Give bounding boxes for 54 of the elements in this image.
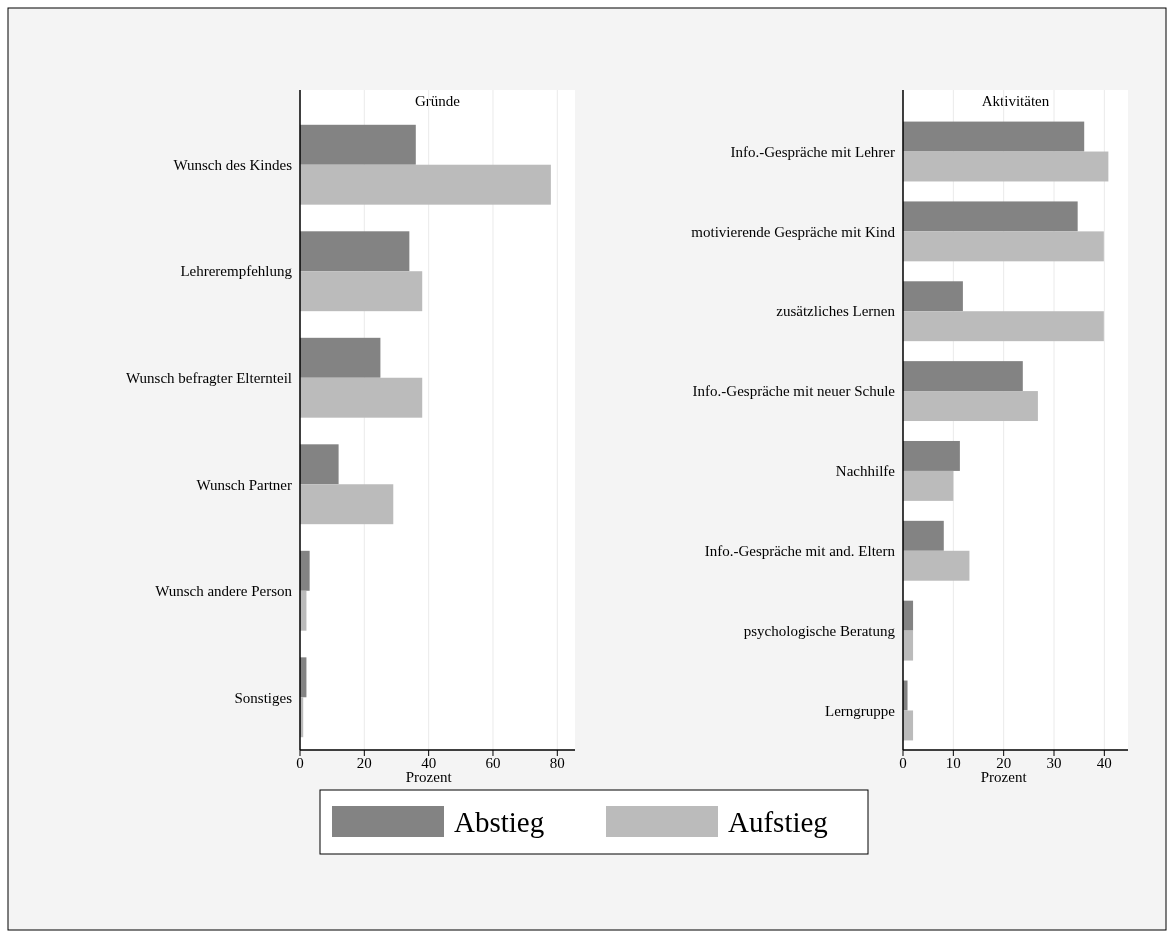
bar bbox=[903, 710, 914, 741]
bar bbox=[903, 391, 1038, 422]
bar bbox=[903, 121, 1085, 152]
y-tick-label: Wunsch des Kindes bbox=[173, 156, 293, 173]
bar bbox=[903, 630, 914, 661]
y-tick-label: Info.-Gespräche mit neuer Schule bbox=[692, 383, 896, 400]
y-tick-label: Info.-Gespräche mit and. Eltern bbox=[704, 543, 896, 560]
x-tick-label: 10 bbox=[945, 755, 961, 771]
x-tick-label: 20 bbox=[356, 755, 372, 771]
y-tick-label: Wunsch andere Person bbox=[155, 583, 293, 600]
bar bbox=[300, 444, 339, 485]
y-tick-label: Info.-Gespräche mit Lehrer bbox=[730, 143, 895, 160]
x-axis-title: Prozent bbox=[980, 769, 1028, 785]
y-tick-label: Sonstiges bbox=[234, 689, 293, 706]
y-tick-label: Lehrerempfehlung bbox=[180, 263, 293, 280]
bar bbox=[300, 337, 381, 378]
bar bbox=[300, 164, 551, 205]
x-tick-label: 40 bbox=[421, 755, 437, 771]
x-tick-label: 40 bbox=[1096, 755, 1112, 771]
x-tick-label: 30 bbox=[1046, 755, 1062, 771]
chart-title: Gründe bbox=[415, 93, 461, 109]
bar bbox=[903, 440, 960, 471]
bar bbox=[300, 377, 423, 418]
x-tick-label: 80 bbox=[549, 755, 565, 771]
x-tick-label: 0 bbox=[296, 755, 304, 771]
bar bbox=[903, 600, 914, 631]
bar bbox=[300, 124, 416, 165]
x-tick-label: 20 bbox=[996, 755, 1012, 771]
bar bbox=[903, 231, 1104, 262]
bar bbox=[903, 470, 954, 501]
x-axis-title: Prozent bbox=[405, 769, 453, 785]
y-tick-label: Nachhilfe bbox=[835, 463, 896, 480]
bar bbox=[300, 484, 394, 525]
bar bbox=[300, 231, 410, 272]
bar bbox=[903, 550, 970, 581]
bar bbox=[903, 201, 1078, 232]
bar bbox=[300, 271, 423, 312]
y-tick-label: Lerngruppe bbox=[825, 702, 896, 719]
bar bbox=[903, 520, 944, 551]
y-tick-label: motivierende Gespräche mit Kind bbox=[691, 223, 896, 240]
bar bbox=[300, 550, 310, 591]
chart-title: Aktivitäten bbox=[981, 93, 1050, 109]
bar bbox=[903, 281, 963, 312]
bar bbox=[903, 361, 1023, 392]
bar bbox=[903, 311, 1104, 342]
x-tick-label: 60 bbox=[485, 755, 501, 771]
y-tick-label: zusätzliches Lernen bbox=[776, 303, 896, 320]
bar bbox=[903, 151, 1109, 182]
y-tick-label: Wunsch befragter Elternteil bbox=[126, 369, 292, 386]
y-tick-label: psychologische Beratung bbox=[743, 622, 896, 639]
y-tick-label: Wunsch Partner bbox=[196, 476, 292, 493]
legend-label: Aufstieg bbox=[728, 806, 828, 839]
x-tick-label: 0 bbox=[899, 755, 907, 771]
legend-label: Abstieg bbox=[454, 806, 545, 839]
